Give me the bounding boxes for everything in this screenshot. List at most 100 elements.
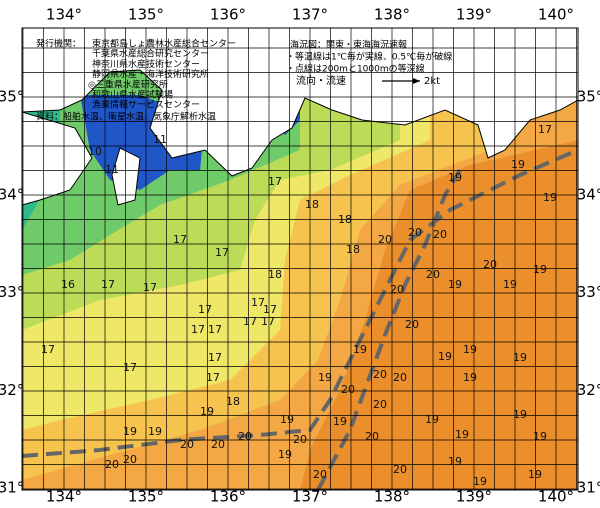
isotherm-label: 19 [148,425,162,438]
isotherm-label: 20 [365,430,379,443]
speed-arrowhead [413,78,420,84]
isotherm-label: 19 [533,263,547,276]
publisher: 千葉県水産総合研究センター [92,48,209,60]
isotherm-label: 19 [278,448,292,461]
isotherm-label: 17 [215,246,229,259]
lon-label: 137° [292,6,328,24]
publisher: 東京都島しょ農林水産総合センター [92,38,236,50]
lat-label: 33° [0,283,24,301]
isotherm-label: 19 [533,430,547,443]
isotherm-label: 20 [123,453,137,466]
isotherm-label: 19 [543,191,557,204]
isotherm-label: 11 [105,163,119,176]
isotherm-label: 17 [263,303,277,316]
note: 海況図：関東・東海海況速報 [290,39,407,51]
lat-label: 32° [0,381,24,399]
lon-label: 138° [374,6,410,24]
isotherm-label: 19 [448,278,462,291]
isotherm-label: 17 [538,123,552,136]
isotherm-label: 17 [123,361,137,374]
isotherm-label: 19 [528,468,542,481]
lon-label: 140° [538,488,574,506]
isotherm-label: 20 [433,228,447,241]
isotherm-label: 17 [143,281,157,294]
isotherm-label: 20 [211,438,225,451]
source: 資料：船舶水温、衛星水温、気象庁解析水温 [36,111,216,123]
publisher-heading: 発行機関： [36,38,81,50]
isotherm-label: 19 [448,455,462,468]
isotherm-label: 19 [318,371,332,384]
current-label: 流向・流速 [296,74,346,87]
lat-label: 31° [0,479,24,497]
isotherm-label: 20 [341,383,355,396]
publisher: 和歌山県水産試験場 [92,89,173,101]
lon-label: 139° [456,6,492,24]
isotherm-label: 18 [268,268,282,281]
isotherm-label: 20 [426,268,440,281]
isotherm-label: 20 [293,433,307,446]
isotherm-label: 19 [333,415,347,428]
isotherm-label: 17 [251,296,265,309]
lon-label: 138° [374,488,410,506]
lat-label: 34° [577,185,600,203]
lat-label: 32° [577,381,600,399]
lon-label: 135° [128,6,164,24]
isotherm-label: 17 [268,175,282,188]
isotherm-label: 20 [105,458,119,471]
isotherm-label: 19 [353,343,367,356]
isotherm-label: 20 [483,258,497,271]
lat-label: 35° [0,88,24,106]
isotherm-label: 16 [61,278,75,291]
publisher: 静岡県水産・海洋技術研究所 [92,68,209,80]
isotherm-label: 18 [338,213,352,226]
lon-label: 136° [210,488,246,506]
isotherm-label: 19 [280,413,294,426]
isotherm-label: 17 [243,315,257,328]
isotherm-label: 17 [101,278,115,291]
isotherm-label: 20 [238,430,252,443]
isotherm-label: 20 [393,463,407,476]
isotherm-label: 19 [511,158,525,171]
lon-label: 135° [128,488,164,506]
isotherm-label: 18 [226,395,240,408]
map-frame [21,27,579,491]
publisher: 神奈川県水産技術センター [92,58,200,70]
lat-label: 35° [577,88,600,106]
isotherm-label: 17 [208,323,222,336]
isotherm-label: 20 [373,368,387,381]
lat-label: 31° [577,479,600,497]
isotherm-label: 17 [261,315,275,328]
isotherm-label: 17 [198,303,212,316]
note: ・等温線は1℃毎が実線、0.5℃毎が破線 [286,51,452,63]
isotherm-label: 19 [513,408,527,421]
isotherm-label: 19 [448,171,462,184]
isotherm-label: 19 [503,278,517,291]
speed-label: 2kt [424,76,440,87]
isotherm-label: 19 [123,425,137,438]
isotherm-label: 11 [153,133,167,146]
isotherm-label: 10 [88,145,102,158]
note: ・点線は200mと1000mの等深線 [286,63,425,75]
sea-surface [22,28,578,490]
isotherm-label: 18 [305,198,319,211]
lat-label: 34° [0,185,24,203]
lon-label: 136° [210,6,246,24]
isotherm-label: 20 [393,371,407,384]
isotherm-label: 19 [463,343,477,356]
lon-label: 139° [456,488,492,506]
isotherm-label: 19 [200,405,214,418]
isotherm-label: 19 [513,351,527,364]
isotherm-label: 17 [41,343,55,356]
isotherm-label: 19 [473,475,487,488]
isotherm-label: 19 [463,371,477,384]
publisher: 漁業情報サービスセンター [92,99,200,111]
lon-label: 137° [292,488,328,506]
isotherm-label: 19 [425,413,439,426]
publisher: ◎三重県水産研究所 [88,78,168,90]
isotherm-label: 20 [405,318,419,331]
isotherm-label: 17 [208,351,222,364]
isotherm-label: 17 [191,323,205,336]
isotherm-label: 20 [390,283,404,296]
